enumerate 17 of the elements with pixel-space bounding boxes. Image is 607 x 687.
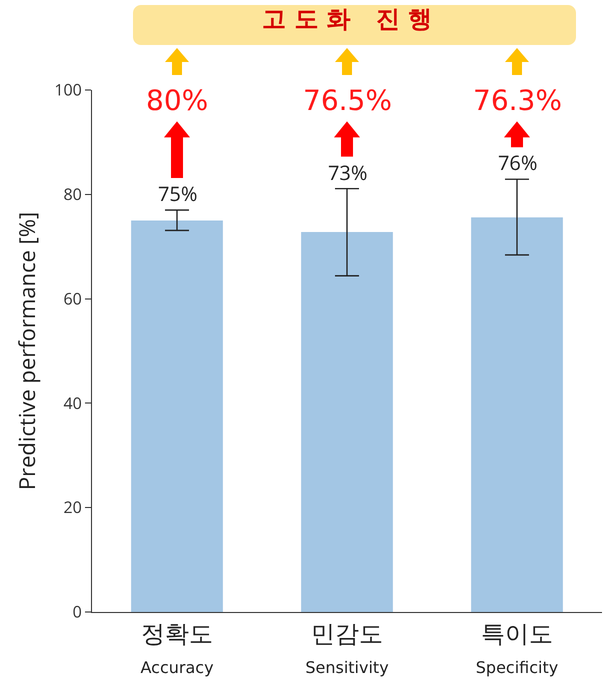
- data-label: 73%: [328, 159, 368, 186]
- y-tick-label: 0: [72, 600, 82, 623]
- y-tick-label: 80: [64, 183, 82, 205]
- annotation: 80%: [146, 84, 208, 117]
- y-axis-title: Predictive performance [%]: [12, 212, 42, 490]
- annotation: 76.5%: [303, 84, 392, 117]
- data-label: 76%: [498, 149, 538, 176]
- y-tick-label: 20: [64, 496, 82, 518]
- annotation: 76.3%: [473, 84, 562, 117]
- x-tick-label: 정확도 Accuracy: [140, 620, 214, 677]
- x-tick-label: 특이도 Specificity: [476, 620, 558, 677]
- x-tick-label: 민감도 Sensitivity: [305, 620, 389, 677]
- y-tick-label: 60: [64, 287, 82, 310]
- y-tick-label: 40: [64, 392, 82, 414]
- text: 고 도 화 진 행: [262, 5, 432, 33]
- y-tick-label: 100: [54, 78, 82, 101]
- data-label: 75%: [158, 180, 198, 207]
